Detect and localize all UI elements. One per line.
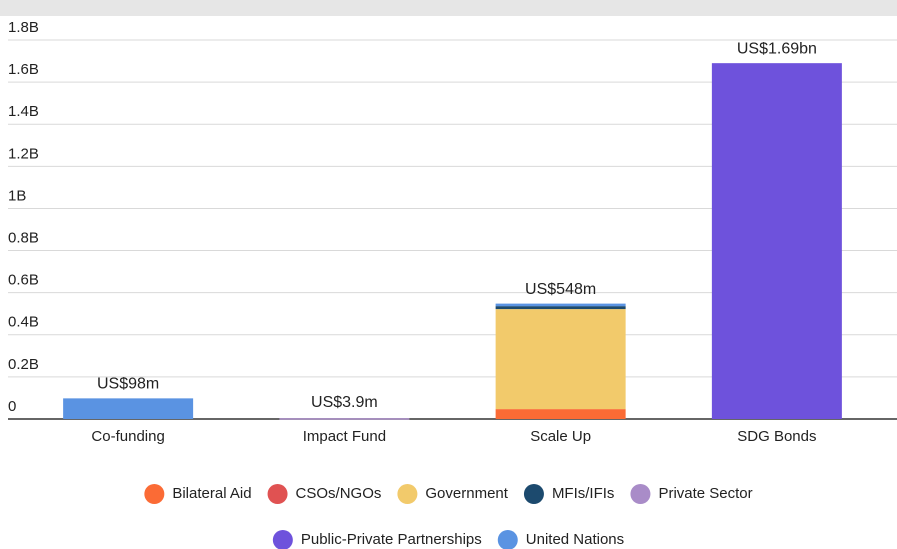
top-bar (0, 0, 897, 16)
legend-label: Government (425, 485, 508, 502)
total-label: US$98m (97, 376, 159, 393)
total-label: US$3.9m (311, 394, 378, 411)
total-label: US$548m (525, 281, 596, 298)
x-tick-label: SDG Bonds (737, 428, 816, 445)
legend-label: Bilateral Aid (172, 485, 251, 502)
legend-label: United Nations (526, 531, 624, 548)
y-tick-label: 0.6B (8, 272, 39, 289)
y-tick-label: 1.6B (8, 61, 39, 78)
bar-segment (63, 398, 194, 419)
total-label: US$1.69bn (737, 40, 817, 57)
y-tick-label: 1.2B (8, 145, 39, 162)
legend-item: Public-Private Partnerships (272, 530, 482, 549)
y-tick-label: 1B (8, 187, 26, 204)
legend-swatch (144, 484, 165, 504)
y-tick-label: 1.4B (8, 103, 39, 120)
legend-item: CSOs/NGOs (267, 484, 382, 504)
bar-segment (495, 309, 626, 410)
bar-segment (711, 63, 842, 420)
legend-label: CSOs/NGOs (296, 485, 382, 502)
legend-label: Public-Private Partnerships (301, 531, 482, 548)
legend-label: Private Sector (658, 485, 752, 502)
y-tick-label: 0.8B (8, 230, 39, 247)
legend-swatch (497, 530, 518, 549)
bar-segment (495, 303, 626, 307)
legend-swatch (523, 484, 544, 504)
y-tick-label: 1.8B (8, 19, 39, 36)
bar-segment (495, 306, 626, 310)
y-tick-label: 0.4B (8, 314, 39, 331)
legend-item: Bilateral Aid (144, 484, 252, 504)
y-tick-label: 0 (8, 398, 16, 415)
x-tick-label: Co-funding (91, 428, 164, 445)
legend-item: United Nations (497, 530, 624, 549)
legend-item: MFIs/IFIs (523, 484, 615, 504)
x-tick-label: Impact Fund (303, 428, 386, 445)
legend-swatch (267, 484, 288, 504)
x-tick-label: Scale Up (530, 428, 591, 445)
bar-segment (495, 409, 626, 419)
legend-item: Government (397, 484, 509, 504)
legend-swatch (630, 484, 651, 504)
legend-label: MFIs/IFIs (552, 485, 615, 502)
y-tick-label: 0.2B (8, 356, 39, 373)
legend-swatch (272, 530, 293, 549)
bar-segment (279, 418, 410, 420)
legend-item: Private Sector (630, 484, 753, 504)
legend-swatch (397, 484, 418, 504)
